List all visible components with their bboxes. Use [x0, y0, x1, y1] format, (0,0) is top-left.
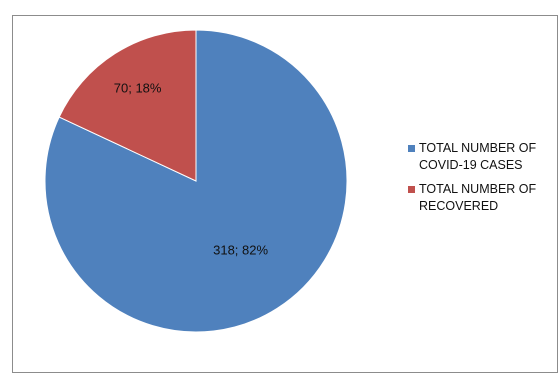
legend-swatch-recovered: [408, 186, 415, 193]
legend-label-covid-cases: TOTAL NUMBER OF COVID-19 CASES: [419, 141, 537, 172]
legend-swatch-covid-cases: [408, 145, 415, 152]
legend-label-recovered: TOTAL NUMBER OF RECOVERED: [419, 182, 537, 213]
data-label-covid-cases: 318; 82%: [213, 243, 268, 258]
legend-item-covid-cases: TOTAL NUMBER OF COVID-19 CASES: [408, 140, 548, 174]
pie-slice-recovered: [58, 29, 197, 182]
legend: TOTAL NUMBER OF COVID-19 CASES TOTAL NUM…: [408, 140, 548, 222]
data-label-recovered: 70; 18%: [114, 81, 162, 96]
legend-item-recovered: TOTAL NUMBER OF RECOVERED: [408, 181, 548, 215]
pie-chart: 318; 82% 70; 18%: [44, 29, 348, 333]
chart-frame: 318; 82% 70; 18%: [12, 15, 558, 373]
